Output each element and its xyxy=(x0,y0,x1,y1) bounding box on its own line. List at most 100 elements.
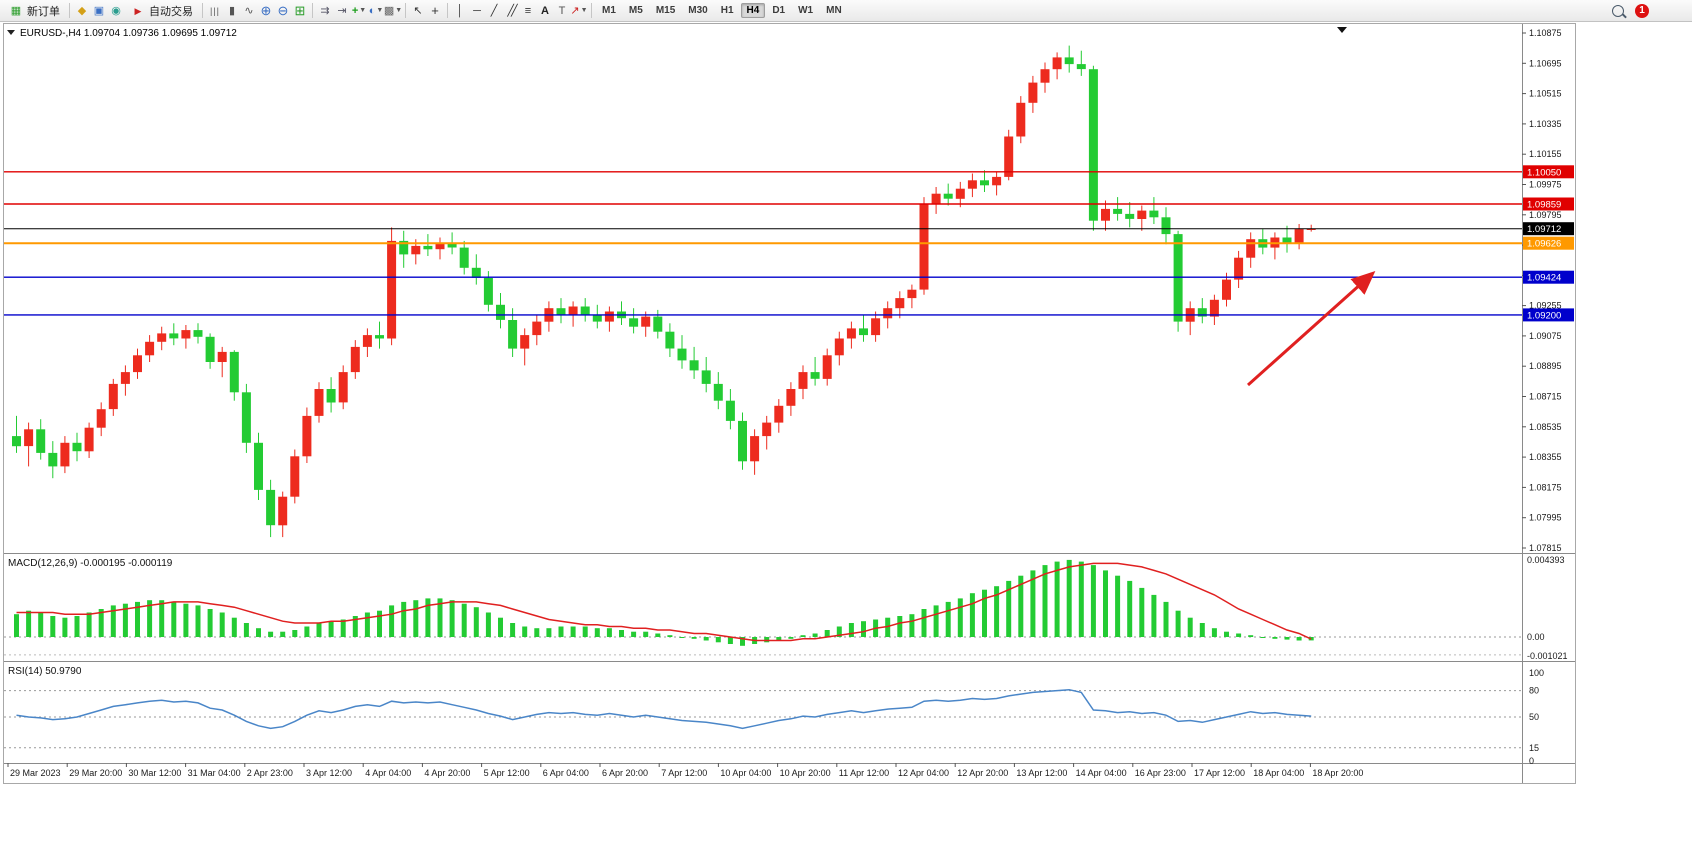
templates-icon[interactable]: ▩ ▼ xyxy=(383,4,403,17)
svg-text:1.10335: 1.10335 xyxy=(1529,119,1562,129)
svg-text:14 Apr 04:00: 14 Apr 04:00 xyxy=(1076,768,1127,778)
autotrading-icon: ▶ xyxy=(134,5,142,16)
toolbar-separator xyxy=(312,3,313,18)
line-chart-icon[interactable]: ∿ xyxy=(244,4,254,17)
svg-text:1.09975: 1.09975 xyxy=(1529,180,1562,190)
timeframe-m5[interactable]: M5 xyxy=(628,5,643,16)
svg-text:2 Apr 23:00: 2 Apr 23:00 xyxy=(247,768,293,778)
timeframe-m30[interactable]: M30 xyxy=(688,5,708,16)
svg-text:1.10050: 1.10050 xyxy=(1527,167,1561,178)
channel-tool-icon[interactable]: ╱╱ xyxy=(507,4,517,17)
svg-text:7 Apr 12:00: 7 Apr 12:00 xyxy=(661,768,707,778)
candlestick-chart-icon[interactable]: ▮ xyxy=(228,4,236,17)
rsi-label: RSI(14) 50.9790 xyxy=(8,666,82,677)
cursor-icon[interactable]: ↖ xyxy=(413,4,423,17)
timeframe-w1[interactable]: W1 xyxy=(798,5,814,16)
auto-scroll-icon[interactable]: ⇉ xyxy=(320,4,330,17)
chevron-down-icon: ▼ xyxy=(395,6,403,14)
label-tool-icon[interactable]: T xyxy=(558,4,566,17)
timeframe-h1[interactable]: H1 xyxy=(720,5,734,16)
indicators-icon[interactable]: + ▼ xyxy=(351,4,367,17)
svg-text:18 Apr 04:00: 18 Apr 04:00 xyxy=(1253,768,1304,778)
chart-shift-icon[interactable]: ⇥ xyxy=(337,4,347,17)
svg-text:1.10695: 1.10695 xyxy=(1529,58,1562,68)
timeframe-d1[interactable]: D1 xyxy=(772,5,786,16)
svg-text:50: 50 xyxy=(1529,712,1539,722)
svg-text:1.09795: 1.09795 xyxy=(1529,210,1562,220)
scroll-to-end-icon[interactable] xyxy=(1337,27,1347,33)
text-tool-icon[interactable]: A xyxy=(541,4,549,17)
timeframe-m15[interactable]: M15 xyxy=(655,5,676,16)
svg-text:1.08895: 1.08895 xyxy=(1529,361,1562,371)
timeframe-m1[interactable]: M1 xyxy=(602,5,616,16)
svg-text:18 Apr 20:00: 18 Apr 20:00 xyxy=(1312,768,1363,778)
current-price-line[interactable]: 1.09712 xyxy=(4,222,1574,236)
timeframe-mn[interactable]: MN xyxy=(826,5,842,16)
svg-text:80: 80 xyxy=(1529,686,1539,696)
svg-text:16 Apr 23:00: 16 Apr 23:00 xyxy=(1135,768,1186,778)
zoom-out-icon[interactable]: ⊖ xyxy=(277,2,289,18)
horizontal-level-line[interactable]: 1.09200 xyxy=(4,308,1574,322)
svg-text:4 Apr 20:00: 4 Apr 20:00 xyxy=(424,768,470,778)
horizontal-line-tool-icon[interactable]: ─ xyxy=(473,4,481,17)
svg-text:1.09859: 1.09859 xyxy=(1527,200,1561,211)
new-order-icon: ▦ xyxy=(10,4,22,17)
svg-text:1.09424: 1.09424 xyxy=(1527,273,1561,284)
toolbar-separator xyxy=(405,3,406,18)
svg-text:1.10155: 1.10155 xyxy=(1529,149,1562,159)
macd-panel: MACD(12,26,9) -0.000195 -0.000119 0.00439… xyxy=(4,555,1568,661)
svg-text:30 Mar 12:00: 30 Mar 12:00 xyxy=(128,768,181,778)
vertical-line-tool-icon[interactable]: │ xyxy=(456,4,464,17)
bar-chart-icon[interactable]: ||| xyxy=(209,5,220,16)
tile-windows-icon[interactable]: ⊞ xyxy=(294,2,306,18)
svg-text:5 Apr 12:00: 5 Apr 12:00 xyxy=(484,768,530,778)
svg-text:11 Apr 12:00: 11 Apr 12:00 xyxy=(839,768,889,778)
svg-text:0: 0 xyxy=(1529,756,1534,766)
rsi-line xyxy=(16,688,1312,730)
trend-arrow[interactable] xyxy=(1246,270,1376,387)
horizontal-level-line[interactable]: 1.10050 xyxy=(4,165,1574,179)
svg-text:1.09626: 1.09626 xyxy=(1527,239,1561,250)
toolbar-separator xyxy=(591,3,592,18)
trendline-tool-icon[interactable]: ╱ xyxy=(490,4,498,17)
zoom-in-icon[interactable]: ⊕ xyxy=(260,2,272,18)
crosshair-icon[interactable]: + xyxy=(431,2,439,18)
toolbar-separator xyxy=(202,3,203,18)
periods-icon[interactable]: ◐ ▼ xyxy=(368,4,384,17)
svg-text:1.08715: 1.08715 xyxy=(1529,392,1562,402)
svg-text:6 Apr 20:00: 6 Apr 20:00 xyxy=(602,768,648,778)
horizontal-level-line[interactable]: 1.09859 xyxy=(4,197,1574,211)
rsi-panel: RSI(14) 50.9790 100 80 50 15 0 xyxy=(4,666,1544,766)
horizontal-level-line[interactable]: 1.09626 xyxy=(4,236,1574,250)
new-order-button[interactable]: ▦ 新订单 xyxy=(3,1,65,21)
timeframe-h4[interactable]: H4 xyxy=(740,3,766,18)
svg-text:1.08535: 1.08535 xyxy=(1529,422,1562,432)
arrows-tool-icon[interactable]: ↗ ▼ xyxy=(570,4,588,17)
time-axis[interactable]: 29 Mar 2023 29 Mar 20:00 30 Mar 12:00 31 Ma… xyxy=(7,763,1363,778)
chevron-down-icon: ▼ xyxy=(359,6,367,14)
svg-text:6 Apr 04:00: 6 Apr 04:00 xyxy=(543,768,589,778)
chart-area[interactable]: 1.10875 1.10695 1.10515 1.10335 1.10155 1.099… xyxy=(0,22,1692,847)
navigator-icon[interactable]: ◉ xyxy=(111,4,121,17)
svg-text:1.09255: 1.09255 xyxy=(1529,301,1562,311)
data-window-toggle-icon[interactable] xyxy=(7,30,15,35)
data-window-icon[interactable]: ▣ xyxy=(93,4,105,17)
notification-badge[interactable]: 1 xyxy=(1635,3,1649,18)
fibonacci-tool-icon[interactable]: ≡ xyxy=(524,4,532,17)
svg-text:-0.001021: -0.001021 xyxy=(1527,651,1568,661)
symbol-ohlc-readout: EURUSD-,H4 1.09704 1.09736 1.09695 1.097… xyxy=(20,28,237,39)
market-watch-icon[interactable]: ◆ xyxy=(77,4,87,17)
svg-text:12 Apr 20:00: 12 Apr 20:00 xyxy=(957,768,1008,778)
svg-text:17 Apr 12:00: 17 Apr 12:00 xyxy=(1194,768,1245,778)
chevron-down-icon: ▼ xyxy=(376,6,384,14)
svg-text:1.10875: 1.10875 xyxy=(1529,28,1562,38)
horizontal-level-line[interactable]: 1.09424 xyxy=(4,270,1574,284)
svg-text:13 Apr 12:00: 13 Apr 12:00 xyxy=(1016,768,1067,778)
toolbar-separator xyxy=(447,3,448,18)
search-icon[interactable] xyxy=(1610,3,1626,19)
autotrading-button[interactable]: ▶ 自动交易 xyxy=(125,1,198,21)
svg-text:1.09200: 1.09200 xyxy=(1527,310,1561,321)
search-glyph xyxy=(1612,4,1624,17)
svg-text:1.10515: 1.10515 xyxy=(1529,89,1562,99)
